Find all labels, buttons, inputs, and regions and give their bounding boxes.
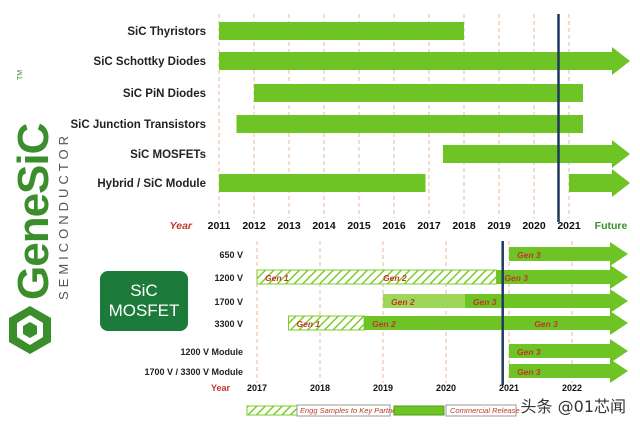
top-bar: [219, 22, 464, 40]
legend-box: [445, 404, 517, 417]
top-bar: [219, 174, 426, 192]
brand-tagline: SEMICONDUCTOR: [56, 132, 71, 300]
top-tick-label: 2014: [312, 220, 336, 232]
bottom-row-label: 1700 V: [214, 297, 243, 307]
watermark-text: 头条 @01芯闻: [520, 397, 626, 416]
top-tick-label: 2012: [242, 220, 266, 232]
top-row-label: SiC Thyristors: [127, 26, 206, 38]
bottom-tick-label: 2020: [436, 383, 456, 393]
bottom-row-label: 1700 V / 3300 V Module: [144, 367, 243, 377]
top-bar: [236, 115, 583, 133]
mosfet-box-line1: SiC: [130, 281, 158, 300]
bottom-bar: [464, 289, 628, 313]
top-tick-label: 2011: [208, 220, 231, 232]
hexagon-logo-icon: [9, 306, 51, 354]
bottom-bar: [256, 269, 497, 285]
top-bar: [569, 169, 630, 197]
legend-swatch-hatched: [246, 405, 298, 416]
bottom-row-label: 3300 V: [214, 319, 243, 329]
bottom-tick-label: 2017: [247, 383, 267, 393]
mosfet-box-line2: MOSFET: [108, 301, 180, 320]
top-tick-label: 2020: [522, 220, 546, 232]
bottom-tick-label: 2021: [499, 383, 519, 393]
bottom-bar-label: Gen 2: [391, 297, 415, 307]
bottom-bar-label: Gen 2: [383, 273, 407, 283]
bottom-bar: [509, 242, 628, 266]
bottom-bar: [496, 265, 628, 289]
top-tick-label: 2013: [277, 220, 301, 232]
top-tick-label: Future: [595, 220, 628, 232]
bottom-row-label: 650 V: [219, 250, 243, 260]
bottom-bar: [383, 294, 465, 308]
top-tick-label: 2015: [347, 220, 371, 232]
genesic-logo: GeneSiC TM SEMICONDUCTOR: [0, 60, 80, 360]
brand-name: GeneSiC: [9, 123, 58, 300]
bottom-bar-label: Gen 3: [517, 250, 541, 260]
bottom-row-label: 1200 V: [214, 273, 243, 283]
top-row-label: SiC Schottky Diodes: [94, 56, 206, 68]
bottom-bar: [509, 339, 628, 363]
brand-trademark: TM: [17, 70, 24, 80]
bottom-tick-label: 2018: [310, 383, 330, 393]
bottom-axis-label: Year: [211, 383, 231, 393]
bottom-bar-label: Gen 3: [473, 297, 497, 307]
top-tick-label: 2017: [417, 220, 441, 232]
top-tick-label: 2016: [382, 220, 406, 232]
top-row-label: SiC MOSFETs: [130, 149, 206, 161]
bottom-bar-label: Gen 3: [517, 347, 541, 357]
top-tick-label: 2018: [452, 220, 476, 232]
top-tick-label: 2021: [557, 220, 581, 232]
top-bar: [443, 140, 630, 168]
legend-label: Engg Samples to Key Partners: [300, 406, 403, 415]
sic-mosfet-box: SiC MOSFET: [100, 271, 188, 331]
bottom-bar-label: Gen 3: [534, 319, 558, 329]
bottom-bar-label: Gen 3: [504, 273, 528, 283]
top-row-label: SiC Junction Transistors: [71, 119, 206, 131]
top-row-label: SiC PiN Diodes: [123, 88, 206, 100]
bottom-tick-label: 2019: [373, 383, 393, 393]
top-axis-label: Year: [170, 220, 193, 232]
bottom-bar-label: Gen 1: [297, 319, 321, 329]
top-row-label: Hybrid / SiC Module: [97, 178, 206, 190]
bottom-bar-label: Gen 1: [265, 273, 289, 283]
legend-swatch-solid: [393, 405, 445, 416]
top-tick-label: 2019: [487, 220, 511, 232]
bottom-bar: [364, 311, 628, 335]
legend-label: Commercial Release: [450, 406, 520, 415]
bottom-bar: [509, 359, 628, 383]
bottom-row-label: 1200 V Module: [180, 347, 243, 357]
top-bar: [219, 47, 630, 75]
bottom-tick-label: 2022: [562, 383, 582, 393]
bottom-bar-label: Gen 2: [372, 319, 396, 329]
top-bar: [254, 84, 583, 102]
bottom-bar-label: Gen 3: [517, 367, 541, 377]
legend-box: [296, 404, 391, 417]
